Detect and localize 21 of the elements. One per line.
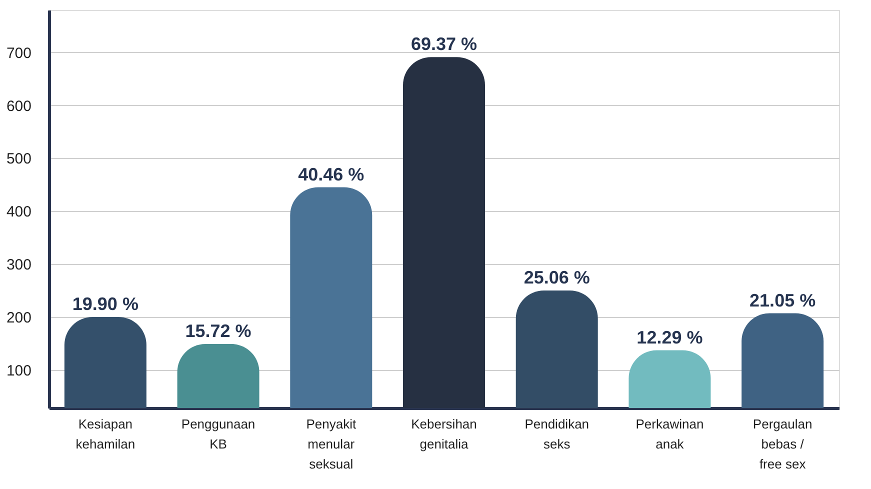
x-tick-label: Kebersihan genitalia: [411, 416, 477, 452]
x-tick-label: Pendidikan seks: [524, 416, 590, 452]
y-tick-label: 500: [6, 150, 32, 168]
y-tick-label: 400: [6, 204, 32, 221]
x-tick-label: Kesiapan kehamilan: [76, 416, 136, 452]
x-tick-label: Penggunaan KB: [181, 416, 256, 452]
annotation: 69.37 %: [410, 34, 478, 54]
x-tick-label: Pergaulan bebas / free sex: [752, 416, 812, 472]
annotation: 12.29 %: [636, 327, 703, 348]
y-tick-label: 300: [6, 256, 32, 274]
annotation: 40.46 %: [298, 164, 364, 184]
annotation: 15.72 %: [185, 320, 252, 341]
annotation: 21.05 %: [750, 290, 816, 310]
x-tick-label: Penyakit menular seksual: [306, 416, 356, 472]
annotation: 19.90 %: [72, 294, 138, 314]
annotation: 25.06 %: [524, 268, 590, 288]
y-tick-label: 200: [6, 309, 32, 326]
y-tick-label: 700: [6, 44, 32, 62]
x-tick-label: Perkawinan anak: [636, 416, 704, 452]
y-tick-label: 600: [6, 98, 32, 115]
y-tick-label: 100: [6, 362, 32, 380]
